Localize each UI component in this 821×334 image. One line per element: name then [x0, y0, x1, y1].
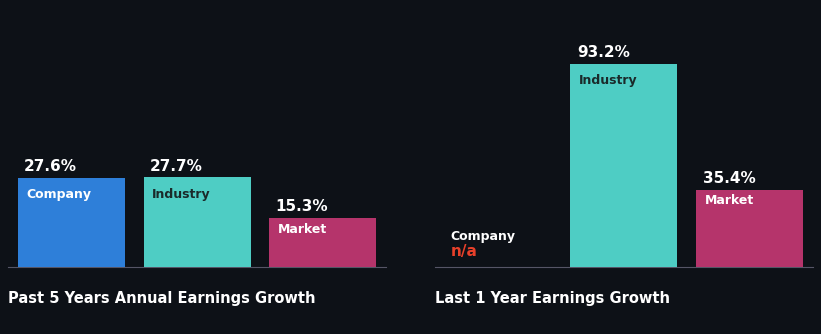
Text: n/a: n/a [451, 244, 478, 259]
Text: Market: Market [705, 194, 754, 207]
Text: 35.4%: 35.4% [703, 171, 755, 186]
Text: 27.6%: 27.6% [24, 159, 77, 174]
Bar [696, 190, 803, 267]
Bar [18, 178, 125, 267]
Text: 15.3%: 15.3% [276, 199, 328, 214]
Text: Company: Company [26, 188, 91, 201]
Text: Industry: Industry [153, 188, 211, 201]
Text: 93.2%: 93.2% [576, 45, 630, 60]
Bar [571, 64, 677, 267]
Bar [144, 177, 250, 267]
Bar [269, 217, 376, 267]
Text: 27.7%: 27.7% [149, 159, 203, 174]
Text: Industry: Industry [580, 74, 638, 87]
Text: Last 1 Year Earnings Growth: Last 1 Year Earnings Growth [435, 291, 670, 306]
Text: Company: Company [451, 230, 516, 243]
Text: Market: Market [278, 223, 328, 236]
Text: Past 5 Years Annual Earnings Growth: Past 5 Years Annual Earnings Growth [8, 291, 316, 306]
